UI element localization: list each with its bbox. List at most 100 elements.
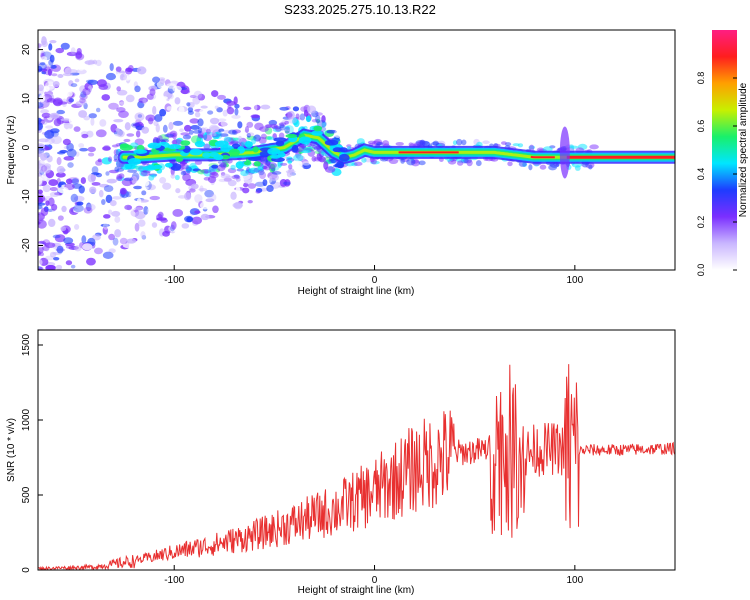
heatmap-cell [83, 102, 88, 110]
heatmap-cell [134, 207, 144, 211]
heatmap-cell [57, 215, 64, 221]
heatmap-cell [482, 140, 490, 145]
heatmap-cell [50, 128, 60, 134]
heatmap-cell [225, 175, 234, 179]
heatmap-cell [456, 138, 463, 146]
snr-series-line [38, 364, 675, 570]
heatmap-cell [270, 154, 281, 159]
heatmap-cell [248, 167, 260, 174]
heatmap-cell [232, 202, 243, 209]
heatmap-cell [211, 164, 219, 169]
heatmap-cell [269, 173, 279, 182]
heatmap-cell [159, 177, 167, 184]
heatmap-cell [528, 144, 535, 152]
heatmap-cell [59, 149, 68, 154]
heatmap-cell [287, 110, 295, 120]
heatmap-cell [123, 138, 131, 143]
colorbar-gradient [712, 30, 737, 270]
heatmap-cell [52, 234, 61, 239]
heatmap-cell [237, 135, 243, 143]
heatmap-cell [106, 178, 117, 184]
heatmap-cell [111, 210, 121, 217]
heatmap-cell [42, 165, 51, 174]
heatmap-cell [103, 209, 113, 215]
heatmap-cell [134, 112, 145, 122]
heatmap-cell [286, 156, 293, 160]
heatmap-cell [111, 144, 119, 148]
heatmap-cell [38, 34, 43, 43]
heatmap-cell [153, 120, 159, 127]
heatmap-cell [38, 84, 45, 92]
heatmap-cell [49, 39, 57, 44]
heatmap-cell [291, 144, 299, 153]
heatmap-cell [228, 129, 237, 135]
heatmap-cell [160, 96, 168, 100]
heatmap-cell [167, 144, 182, 150]
snr-x-label: Height of straight line (km) [298, 585, 415, 596]
heatmap-cell [161, 98, 168, 104]
heatmap-cell [88, 113, 97, 119]
heatmap-cell [44, 146, 52, 151]
heatmap-cell [84, 60, 96, 65]
heatmap-cell [134, 222, 140, 232]
heatmap-cell [60, 226, 67, 232]
heatmap-cell [97, 158, 102, 163]
heatmap-cell [205, 198, 215, 203]
heatmap-cell [144, 180, 150, 187]
heatmap-cell [102, 146, 111, 151]
heatmap-cell [180, 163, 189, 170]
heatmap-cell [253, 104, 261, 111]
heatmap-cell [40, 56, 48, 62]
heatmap-cell [143, 206, 149, 215]
heatmap-cell [220, 154, 230, 160]
snr-x-tick-label: 100 [566, 575, 583, 586]
heatmap-cell [300, 106, 309, 112]
heatmap-cell [38, 43, 42, 48]
heatmap-cell [301, 162, 312, 170]
heatmap-cell [127, 64, 134, 72]
heatmap-cell [81, 243, 93, 251]
heatmap-cell [99, 119, 107, 127]
heatmap-cell [149, 88, 156, 96]
heatmap-cell [53, 229, 61, 235]
heatmap-cell [45, 81, 56, 90]
spectrogram-y-label: Frequency (Hz) [6, 116, 17, 185]
heatmap-cell [107, 156, 113, 162]
heatmap-cell [299, 113, 306, 121]
heatmap-cell [166, 93, 174, 100]
heatmap-cell [70, 47, 76, 55]
heatmap-cell [223, 136, 232, 143]
heatmap-cell [140, 231, 146, 239]
colorbar-tick-label: 0.6 [696, 120, 706, 133]
heatmap-cell [253, 181, 260, 187]
heatmap-cell [199, 185, 204, 193]
heatmap-cell [236, 180, 244, 187]
heatmap-cell [126, 133, 135, 137]
heatmap-cell [141, 186, 150, 190]
heatmap-cell [76, 139, 86, 147]
heatmap-cell [52, 97, 63, 107]
heatmap-cell [218, 178, 228, 183]
heatmap-cell [46, 155, 53, 163]
heatmap-cell [258, 169, 265, 176]
heatmap-cell [65, 260, 73, 266]
heatmap-cell [191, 216, 203, 225]
heatmap-cell [251, 138, 256, 145]
heatmap-cell [142, 79, 152, 89]
heatmap-cell [141, 126, 150, 134]
heatmap-cell [245, 141, 253, 148]
heatmap-cell [243, 160, 252, 166]
heatmap-cell [199, 108, 208, 117]
heatmap-cell [49, 187, 58, 192]
heatmap-cell [259, 171, 267, 180]
heatmap-cell [189, 129, 194, 135]
heatmap-cell [90, 117, 95, 126]
heatmap-cell [226, 100, 236, 106]
heatmap-cell [78, 110, 88, 118]
heatmap-cell [235, 161, 244, 169]
heatmap-cell [54, 234, 66, 243]
heatmap-cell [125, 191, 132, 198]
heatmap-cell [62, 138, 71, 146]
heatmap-cell [159, 108, 167, 117]
heatmap-cell [250, 114, 261, 119]
